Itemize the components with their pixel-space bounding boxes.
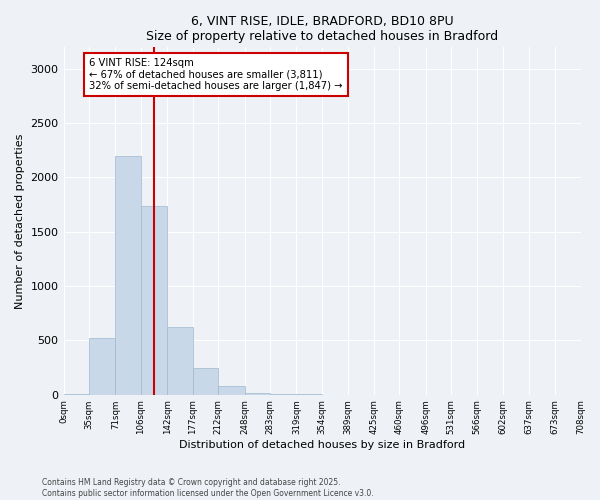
Bar	[115, 156, 141, 394]
Bar	[218, 386, 245, 394]
Bar	[89, 338, 115, 394]
Bar	[245, 392, 270, 394]
Bar	[141, 206, 167, 394]
Text: 6 VINT RISE: 124sqm
← 67% of detached houses are smaller (3,811)
32% of semi-det: 6 VINT RISE: 124sqm ← 67% of detached ho…	[89, 58, 343, 91]
Title: 6, VINT RISE, IDLE, BRADFORD, BD10 8PU
Size of property relative to detached hou: 6, VINT RISE, IDLE, BRADFORD, BD10 8PU S…	[146, 15, 498, 43]
Bar	[193, 368, 218, 394]
X-axis label: Distribution of detached houses by size in Bradford: Distribution of detached houses by size …	[179, 440, 465, 450]
Y-axis label: Number of detached properties: Number of detached properties	[15, 133, 25, 308]
Text: Contains HM Land Registry data © Crown copyright and database right 2025.
Contai: Contains HM Land Registry data © Crown c…	[42, 478, 374, 498]
Bar	[167, 326, 193, 394]
